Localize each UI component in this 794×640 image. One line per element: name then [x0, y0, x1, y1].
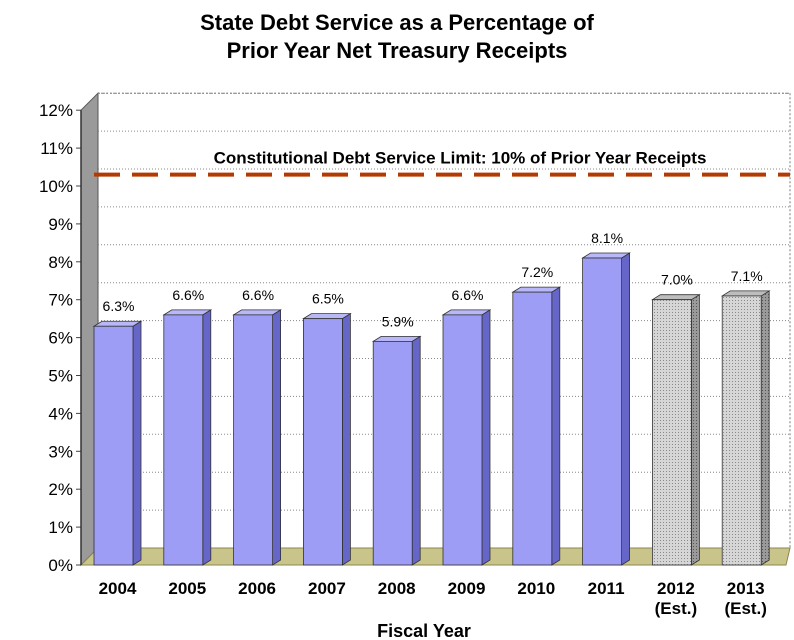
bar-front: [442, 314, 483, 566]
x-tick-label: 2004: [99, 579, 137, 598]
bar-front: [372, 340, 413, 566]
bar-top: [302, 313, 352, 320]
bar-front: [582, 257, 622, 566]
bar-side: [341, 312, 351, 566]
x-tick-label: (Est.): [655, 599, 698, 618]
chart-title-line-2: Prior Year Net Treasury Receipts: [226, 38, 568, 63]
bar-side: [621, 252, 630, 566]
y-tick-label: 5%: [48, 367, 73, 386]
bar-2009: [441, 309, 492, 566]
bar-top: [232, 309, 282, 316]
y-tick-label: 9%: [48, 215, 73, 234]
y-tick-label: 10%: [39, 177, 73, 196]
bar-2005: [162, 309, 213, 566]
bar-2004: [92, 320, 143, 566]
data-label: 6.6%: [242, 287, 274, 303]
data-label: 8.1%: [591, 230, 623, 246]
bar-side: [551, 286, 561, 566]
x-tick-label: 2013: [727, 579, 765, 598]
y-tick-label: 0%: [48, 556, 73, 575]
bar-2008: [371, 335, 422, 566]
data-label: 6.6%: [172, 287, 204, 303]
x-tick-label: 2005: [168, 579, 206, 598]
data-label: 6.3%: [103, 298, 135, 314]
y-tick-label: 1%: [48, 518, 73, 537]
bar-top: [371, 335, 422, 342]
y-tick-label: 11%: [40, 139, 73, 158]
limit-line-label: Constitutional Debt Service Limit: 10% o…: [214, 149, 707, 168]
bar-side: [132, 320, 142, 566]
y-tick-label: 6%: [48, 329, 73, 348]
x-tick-label: (Est.): [724, 599, 767, 618]
bar-side: [481, 309, 491, 566]
chart-title-line-1: State Debt Service as a Percentage of: [200, 10, 594, 35]
bar-side: [411, 335, 421, 566]
bar-2011: [581, 252, 631, 566]
bar-front: [163, 314, 204, 566]
bar-2010: [511, 286, 562, 566]
x-tick-label: 2009: [448, 579, 486, 598]
bar-front: [233, 314, 274, 566]
data-label: 6.5%: [312, 291, 344, 307]
bar-2006: [232, 309, 282, 566]
y-tick-label: 12%: [39, 101, 73, 120]
x-tick-label: 2007: [308, 579, 346, 598]
bar-2013: [720, 290, 771, 566]
bar-side: [272, 309, 282, 566]
x-tick-label: 2011: [588, 579, 625, 598]
x-tick-label: 2008: [378, 579, 416, 598]
x-tick-label: 2006: [238, 579, 276, 598]
bar-front: [721, 295, 762, 566]
bar-top: [511, 286, 562, 293]
bar-top: [651, 294, 701, 301]
y-tick-label: 2%: [48, 480, 73, 499]
bar-front: [652, 299, 692, 566]
data-label: 7.1%: [731, 268, 763, 284]
bar-top: [720, 290, 771, 297]
bar-top: [162, 309, 213, 316]
data-label: 5.9%: [382, 313, 414, 329]
y-tick-label: 7%: [48, 291, 73, 310]
data-label: 6.6%: [452, 287, 484, 303]
x-tick-label: 2012: [657, 579, 695, 598]
bar-side: [691, 293, 700, 566]
bar-2007: [302, 312, 352, 566]
data-label: 7.0%: [661, 272, 693, 288]
bar-side: [760, 290, 770, 566]
bar-top: [92, 320, 143, 327]
y-tick-label: 3%: [48, 442, 73, 461]
bar-front: [93, 325, 134, 566]
bar-top: [441, 309, 492, 316]
bar-top: [581, 252, 631, 259]
y-tick-label: 8%: [48, 253, 73, 272]
y-tick-label: 4%: [48, 404, 73, 423]
bar-front: [302, 318, 343, 566]
x-tick-label: 2010: [517, 579, 555, 598]
data-label: 7.2%: [521, 264, 553, 280]
bar-2012: [651, 293, 701, 566]
bar-front: [512, 291, 553, 566]
bar-side: [202, 309, 212, 566]
x-axis-title: Fiscal Year: [377, 621, 471, 640]
